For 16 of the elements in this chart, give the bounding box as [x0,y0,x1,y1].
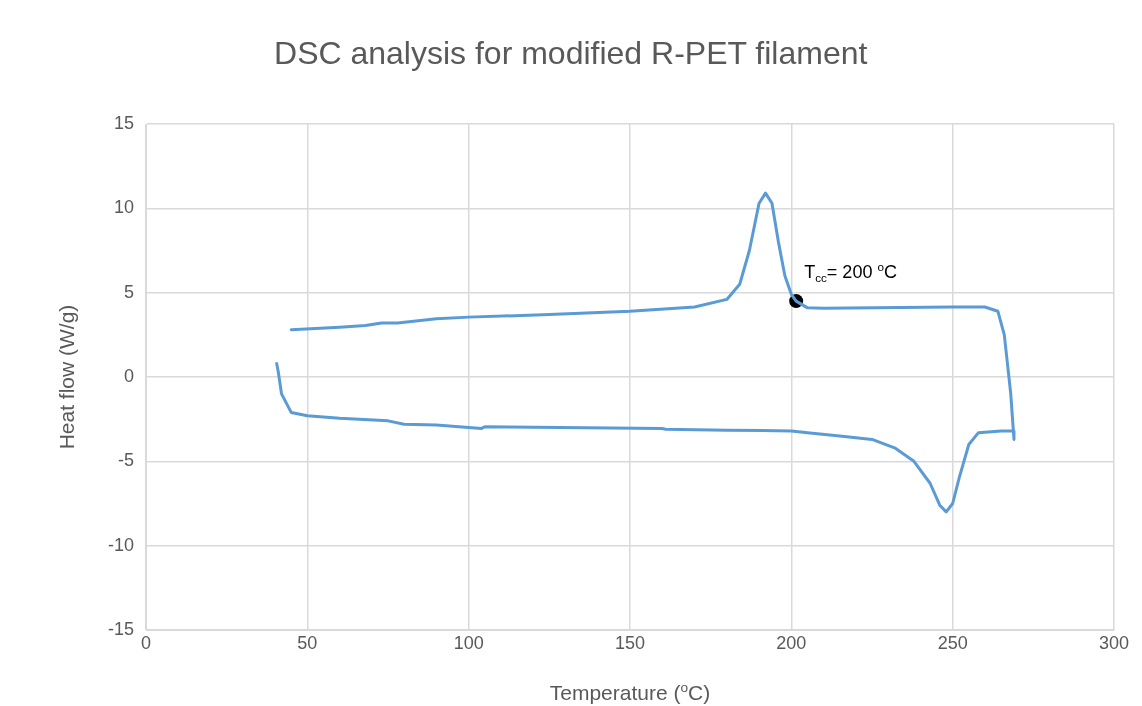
x-tick-label: 250 [937,632,968,653]
y-tick-label: -5 [117,450,134,471]
x-tick-label: 200 [776,632,807,653]
x-tick-label: 300 [1098,632,1130,653]
y-tick-label: 10 [113,197,134,218]
y-tick-label: -10 [107,534,134,555]
y-axis-title: Heat flow (W/g) [55,304,78,450]
y-tick-label: 0 [123,365,134,386]
x-tick-label: 150 [614,632,646,653]
y-tick-label: 15 [113,112,134,133]
x-tick-label: 0 [140,632,152,653]
chart-title: DSC analysis for modified R-PET filament [274,35,868,71]
x-tick-label: 100 [453,632,484,653]
y-tick-label: -15 [107,618,134,639]
y-tick-label: 5 [123,281,134,302]
x-tick-label: 50 [297,632,318,653]
